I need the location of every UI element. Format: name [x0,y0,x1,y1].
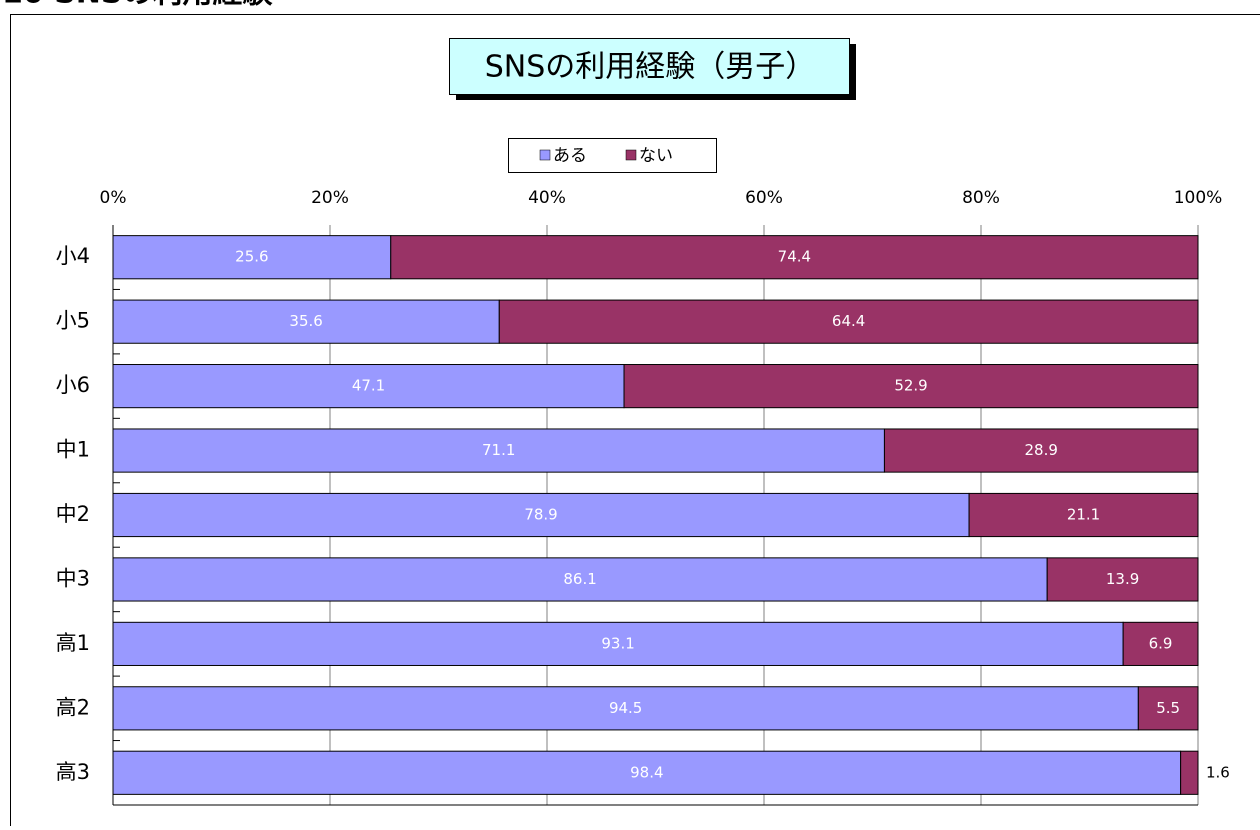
data-label: 86.1 [563,570,596,588]
x-tick-label: 40% [528,188,566,208]
data-label: 98.4 [630,763,663,781]
data-label: 13.9 [1106,570,1139,588]
page-heading: 10 SNSの利用経験 [2,0,274,11]
legend-swatch [626,150,636,160]
data-label: 25.6 [235,248,268,266]
y-tick-label: 高1 [56,631,90,655]
y-tick-label: 小6 [56,373,90,397]
chart-title: SNSの利用経験（男子） [485,50,816,85]
legend-label: ない [639,146,673,166]
x-tick-label: 100% [1174,188,1223,208]
x-tick-label: 60% [745,188,783,208]
legend-swatch [540,150,550,160]
data-label: 6.9 [1149,634,1173,652]
bar-segment [1181,751,1198,794]
legend-box [509,139,717,173]
data-label: 94.5 [609,699,642,717]
x-tick-label: 20% [311,188,349,208]
data-label: 47.1 [352,377,385,395]
data-label: 28.9 [1025,441,1058,459]
y-tick-label: 高3 [56,760,90,784]
y-tick-label: 小4 [56,244,90,268]
data-label: 52.9 [894,377,927,395]
data-label: 1.6 [1206,763,1230,781]
data-label: 71.1 [482,441,515,459]
x-tick-label: 80% [962,188,1000,208]
y-tick-label: 中2 [56,502,90,526]
data-label: 74.4 [778,248,811,266]
y-tick-label: 中1 [56,438,90,462]
data-label: 5.5 [1156,699,1180,717]
legend-label: ある [553,146,587,166]
data-label: 93.1 [601,634,634,652]
data-label: 64.4 [832,312,865,330]
data-label: 21.1 [1067,506,1100,524]
x-tick-label: 0% [100,188,127,208]
y-tick-label: 高2 [56,695,90,719]
data-label: 78.9 [524,506,557,524]
y-tick-label: 小5 [56,309,90,333]
data-label: 35.6 [289,312,322,330]
y-tick-label: 中3 [56,566,90,590]
